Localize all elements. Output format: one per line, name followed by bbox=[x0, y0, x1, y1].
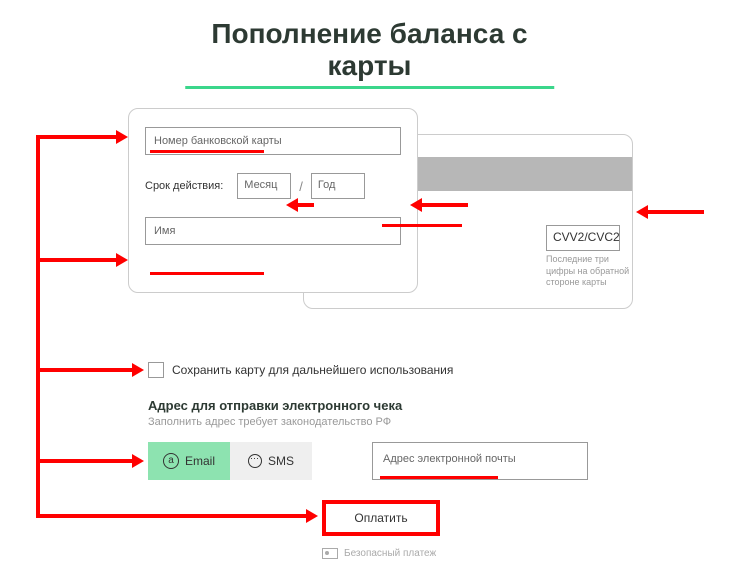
delivery-method-tabs: a Email SMS bbox=[148, 442, 312, 480]
annotation-line bbox=[648, 210, 704, 214]
receipt-title: Адрес для отправки электронного чека bbox=[148, 398, 402, 413]
annotation-underline bbox=[150, 150, 264, 153]
secure-payment-label: Безопасный платеж bbox=[344, 548, 436, 559]
expiry-year-input[interactable]: Год bbox=[311, 173, 365, 199]
pay-button[interactable]: Оплатить bbox=[322, 500, 440, 536]
annotation-line bbox=[422, 203, 468, 207]
page-title: Пополнение баланса с карты bbox=[185, 0, 555, 89]
annotation-line bbox=[36, 368, 132, 372]
annotation-arrow-icon bbox=[306, 509, 318, 523]
annotation-line bbox=[36, 514, 306, 518]
at-icon: a bbox=[163, 453, 179, 469]
expiry-month-input[interactable]: Месяц bbox=[237, 173, 291, 199]
tab-sms[interactable]: SMS bbox=[230, 442, 312, 480]
receipt-subtitle: Заполнить адрес требует законодательство… bbox=[148, 416, 391, 428]
cvv-input[interactable]: CVV2/CVC2 bbox=[546, 225, 620, 251]
speech-bubble-icon bbox=[248, 454, 262, 468]
save-card-label: Сохранить карту для дальнейшего использо… bbox=[172, 363, 453, 377]
tab-email-label: Email bbox=[185, 454, 215, 468]
cardholder-name-input[interactable]: Имя bbox=[145, 217, 401, 245]
tab-sms-label: SMS bbox=[268, 454, 294, 468]
annotation-arrow-icon bbox=[410, 198, 422, 212]
annotation-arrow-icon bbox=[132, 363, 144, 377]
card-area: CVV2/CVC2 Последние три цифры на обратно… bbox=[128, 108, 633, 308]
email-address-input[interactable]: Адрес электронной почты bbox=[372, 442, 588, 480]
annotation-arrow-icon bbox=[116, 253, 128, 267]
save-card-row: Сохранить карту для дальнейшего использо… bbox=[148, 362, 453, 378]
annotation-underline bbox=[150, 272, 264, 275]
save-card-checkbox[interactable] bbox=[148, 362, 164, 378]
card-front: Номер банковской карты Срок действия: Ме… bbox=[128, 108, 418, 293]
secure-payment-icon bbox=[322, 548, 338, 559]
tab-email[interactable]: a Email bbox=[148, 442, 230, 480]
annotation-line bbox=[36, 459, 132, 463]
annotation-line bbox=[298, 203, 314, 207]
annotation-arrow-icon bbox=[116, 130, 128, 144]
expiry-row: Срок действия: Месяц / Год bbox=[145, 173, 401, 199]
annotation-underline bbox=[382, 224, 462, 227]
annotation-arrow-icon bbox=[286, 198, 298, 212]
annotation-line bbox=[36, 135, 116, 139]
expiry-slash: / bbox=[299, 179, 303, 194]
secure-payment-row: Безопасный платеж bbox=[322, 548, 436, 559]
expiry-label: Срок действия: bbox=[145, 180, 223, 192]
annotation-arrow-icon bbox=[636, 205, 648, 219]
annotation-line bbox=[36, 258, 116, 262]
cvv-hint: Последние три цифры на обратной стороне … bbox=[546, 254, 636, 289]
annotation-arrow-icon bbox=[132, 454, 144, 468]
